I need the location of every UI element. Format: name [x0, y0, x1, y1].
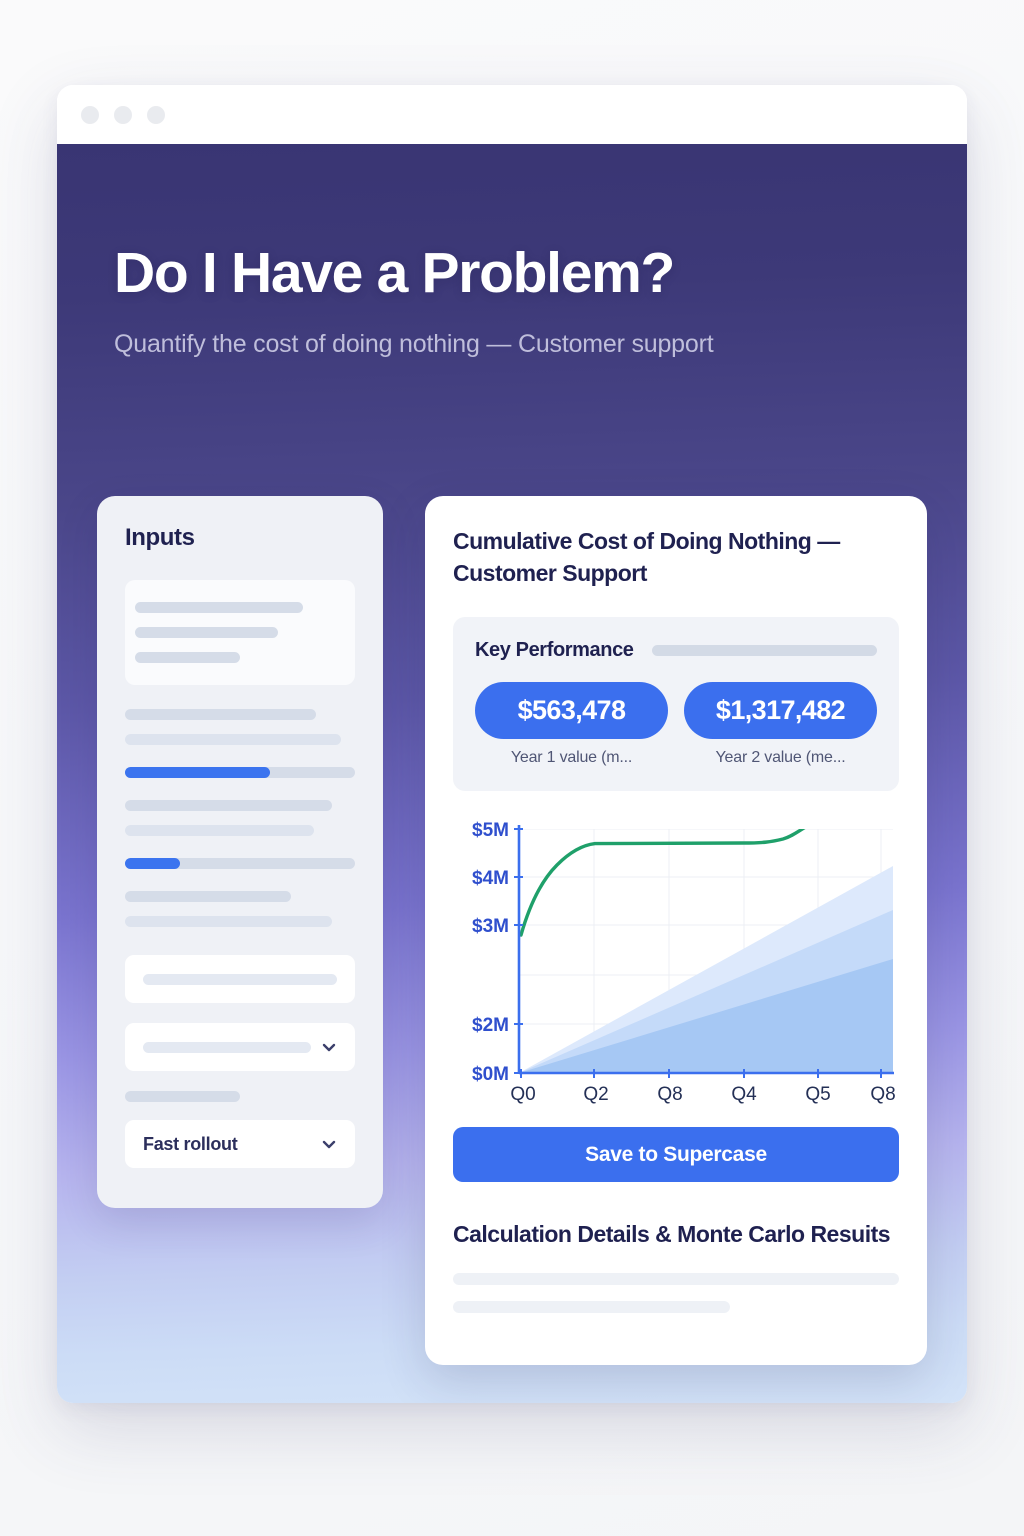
hero-section: Do I Have a Problem? Quantify the cost o…: [57, 144, 967, 359]
kpi-caption-year1: Year 1 value (m...: [510, 749, 633, 767]
select-rollout[interactable]: Fast rollout: [125, 1120, 355, 1168]
slider-track-1[interactable]: [125, 767, 355, 778]
chevron-down-icon: [321, 1136, 337, 1152]
skeleton-bar: [453, 1300, 730, 1313]
y-tick-label: $4M: [472, 868, 509, 889]
skeleton-bar: [135, 602, 303, 613]
y-tick-label: $5M: [472, 820, 509, 841]
page-subtitle: Quantify the cost of doing nothing — Cus…: [114, 329, 714, 358]
select-rollout-value: Fast rollout: [143, 1133, 238, 1154]
skeleton-bar: [135, 652, 240, 663]
select-placeholder-bar: [143, 1041, 311, 1053]
x-tick-label: Q4: [731, 1084, 757, 1105]
skeleton-label-bar: [125, 800, 332, 811]
slider-track-2[interactable]: [125, 858, 355, 869]
kpi-value-year2: $1,317,482: [684, 682, 877, 740]
window-titlebar: [57, 85, 967, 144]
y-tick-label: $2M: [472, 1015, 509, 1036]
window-dot-close-icon[interactable]: [81, 105, 99, 124]
chevron-down-icon: [321, 1039, 337, 1055]
main-columns: Inputs: [97, 496, 927, 1365]
skeleton-label-bar: [125, 1091, 240, 1102]
y-tick-label: $3M: [472, 916, 509, 937]
results-panel: Cumulative Cost of Doing Nothing — Custo…: [425, 496, 927, 1365]
band-p10: [519, 959, 893, 1074]
select-skeleton[interactable]: [125, 1023, 355, 1071]
kpi-value-year1: $563,478: [475, 682, 668, 740]
input-group-1: [125, 709, 355, 745]
inputs-summary-card: [125, 580, 355, 685]
skeleton-label-bar: [125, 709, 316, 720]
skeleton-bar: [135, 627, 278, 638]
inputs-panel-title: Inputs: [125, 524, 195, 551]
slider-fill-2: [125, 858, 181, 869]
key-performance-box: Key Performance $563,478 Year 1 value (m…: [453, 617, 899, 792]
calculation-details-skeleton: [453, 1272, 899, 1313]
chart-uncertainty-bands: [519, 866, 893, 1074]
skeleton-label-bar: [125, 825, 314, 836]
chart-x-tick-labels: Q0 Q2 Q8 Q4 Q5 Q8: [510, 1084, 895, 1105]
input-group-2: [125, 800, 355, 836]
skeleton-label-bar: [125, 734, 342, 745]
skeleton-label-bar: [125, 916, 332, 927]
app-viewport: Do I Have a Problem? Quantify the cost o…: [57, 144, 967, 1403]
skeleton-label-bar: [125, 891, 291, 902]
slider-fill-1: [125, 767, 270, 778]
cumulative-cost-chart: $5M $4M $3M $2M $0M Q0 Q2 Q8 Q4 Q5: [453, 815, 899, 1105]
x-tick-label: Q0: [510, 1084, 535, 1105]
inputs-panel: Inputs: [97, 496, 383, 1208]
x-tick-label: Q8: [657, 1084, 682, 1105]
chart-y-tick-labels: $5M $4M $3M $2M $0M: [472, 820, 509, 1085]
text-input-field[interactable]: [125, 955, 355, 1003]
window-dot-minimize-icon[interactable]: [114, 105, 132, 124]
chart-svg: $5M $4M $3M $2M $0M Q0 Q2 Q8 Q4 Q5: [472, 820, 896, 1105]
input-placeholder-bar: [143, 973, 337, 985]
skeleton-bar: [453, 1272, 899, 1285]
results-panel-title: Cumulative Cost of Doing Nothing — Custo…: [453, 528, 840, 586]
browser-window: Do I Have a Problem? Quantify the cost o…: [57, 85, 967, 1403]
skeleton-bar: [651, 645, 877, 657]
kpi-row: $563,478 Year 1 value (m... $1,317,482 Y…: [475, 682, 877, 767]
key-performance-label: Key Performance: [475, 639, 634, 662]
x-tick-label: Q5: [805, 1084, 830, 1105]
kpi-item-year2: $1,317,482 Year 2 value (me...: [684, 682, 877, 767]
x-tick-label: Q2: [583, 1084, 608, 1105]
key-performance-header: Key Performance: [475, 639, 877, 662]
chart-line-series: [519, 829, 806, 938]
calculation-details-title: Calculation Details & Monte Carlo Resuit…: [453, 1221, 891, 1248]
kpi-caption-year2: Year 2 value (me...: [715, 749, 846, 767]
x-tick-label: Q8: [870, 1084, 895, 1105]
y-tick-label: $0M: [472, 1064, 509, 1085]
window-dot-maximize-icon[interactable]: [147, 105, 165, 124]
page-title: Do I Have a Problem?: [114, 241, 675, 305]
save-to-supercase-button[interactable]: Save to Supercase: [453, 1127, 899, 1183]
input-group-3: [125, 891, 355, 927]
kpi-item-year1: $563,478 Year 1 value (m...: [475, 682, 668, 767]
